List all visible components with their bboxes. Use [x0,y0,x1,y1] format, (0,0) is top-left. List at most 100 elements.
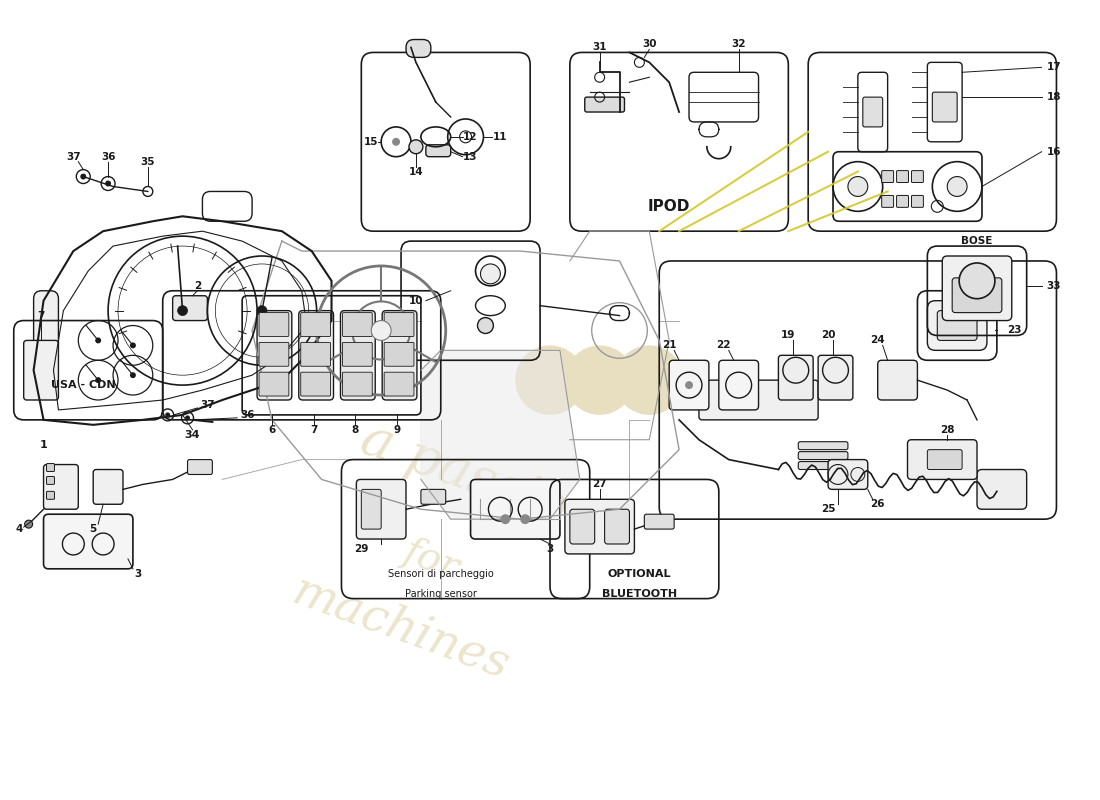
Circle shape [481,264,500,284]
FancyBboxPatch shape [645,514,674,529]
FancyBboxPatch shape [300,342,330,366]
FancyBboxPatch shape [44,514,133,569]
Text: 37: 37 [66,152,80,162]
Text: 5: 5 [89,524,97,534]
FancyBboxPatch shape [187,459,212,474]
FancyBboxPatch shape [927,450,962,470]
Circle shape [372,321,392,341]
FancyBboxPatch shape [46,477,55,485]
Circle shape [959,263,994,298]
Circle shape [177,306,187,315]
FancyBboxPatch shape [878,360,917,400]
Text: 16: 16 [1046,146,1062,157]
FancyBboxPatch shape [24,341,58,400]
Text: 26: 26 [870,499,886,510]
FancyBboxPatch shape [382,310,417,400]
FancyBboxPatch shape [299,310,333,400]
Text: 35: 35 [141,157,155,166]
Circle shape [106,181,111,186]
FancyBboxPatch shape [565,499,635,554]
Circle shape [947,177,967,197]
Circle shape [685,381,693,389]
FancyBboxPatch shape [173,296,208,321]
Text: 23: 23 [1006,326,1021,335]
Text: USA - CDN: USA - CDN [51,380,116,390]
Text: Sensori di parcheggio: Sensori di parcheggio [388,569,494,578]
Text: 2: 2 [194,281,201,290]
FancyBboxPatch shape [421,490,446,504]
Circle shape [477,318,494,334]
FancyBboxPatch shape [669,360,708,410]
FancyBboxPatch shape [258,313,289,337]
FancyBboxPatch shape [341,310,375,400]
FancyBboxPatch shape [34,290,58,350]
FancyBboxPatch shape [799,462,848,470]
FancyBboxPatch shape [258,372,289,396]
FancyBboxPatch shape [570,510,595,544]
Text: Parking sensor: Parking sensor [405,589,476,598]
Text: 17: 17 [1046,62,1062,72]
Circle shape [520,514,530,524]
Text: 1: 1 [40,440,47,450]
Text: 7: 7 [37,310,45,321]
Text: 9: 9 [394,425,400,434]
FancyBboxPatch shape [300,313,330,337]
Text: 20: 20 [821,330,835,341]
Circle shape [409,140,422,154]
Text: 24: 24 [870,335,886,346]
FancyBboxPatch shape [882,195,893,207]
Text: 11: 11 [493,132,507,142]
FancyBboxPatch shape [342,313,372,337]
FancyBboxPatch shape [818,355,852,400]
Text: 13: 13 [463,152,477,162]
Text: 18: 18 [1046,92,1062,102]
Text: 8: 8 [352,425,359,434]
FancyBboxPatch shape [46,491,55,499]
Circle shape [130,372,136,378]
FancyBboxPatch shape [882,170,893,182]
FancyBboxPatch shape [908,440,977,479]
Text: 28: 28 [940,425,955,434]
Polygon shape [421,350,580,519]
Circle shape [96,338,101,343]
Circle shape [96,377,101,383]
FancyBboxPatch shape [46,463,55,471]
FancyBboxPatch shape [342,372,372,396]
Circle shape [392,138,400,146]
FancyBboxPatch shape [406,39,431,58]
FancyBboxPatch shape [799,452,848,459]
Circle shape [165,413,170,418]
FancyBboxPatch shape [356,479,406,539]
FancyBboxPatch shape [94,470,123,504]
FancyBboxPatch shape [300,372,330,396]
Circle shape [500,514,510,524]
Text: 3: 3 [134,569,142,578]
FancyBboxPatch shape [605,510,629,544]
Text: 34: 34 [185,430,200,440]
FancyBboxPatch shape [718,360,759,410]
Circle shape [565,346,635,415]
FancyBboxPatch shape [44,465,78,510]
Text: 25: 25 [821,504,835,514]
Text: BLUETOOTH: BLUETOOTH [602,589,676,598]
Circle shape [615,346,684,415]
Text: 12: 12 [463,132,477,142]
FancyBboxPatch shape [828,459,868,490]
FancyBboxPatch shape [953,278,1002,313]
FancyBboxPatch shape [943,256,1012,321]
FancyBboxPatch shape [384,313,414,337]
FancyBboxPatch shape [896,195,909,207]
Circle shape [24,520,33,528]
FancyBboxPatch shape [585,97,625,112]
FancyBboxPatch shape [258,342,289,366]
Text: 32: 32 [732,39,746,50]
Text: a passion: a passion [354,413,607,546]
FancyBboxPatch shape [361,490,382,529]
Text: OPTIONAL: OPTIONAL [607,569,671,578]
FancyBboxPatch shape [896,170,909,182]
FancyBboxPatch shape [933,92,957,122]
Circle shape [130,342,136,348]
FancyBboxPatch shape [912,195,923,207]
Circle shape [80,174,86,179]
Text: 3: 3 [547,544,553,554]
